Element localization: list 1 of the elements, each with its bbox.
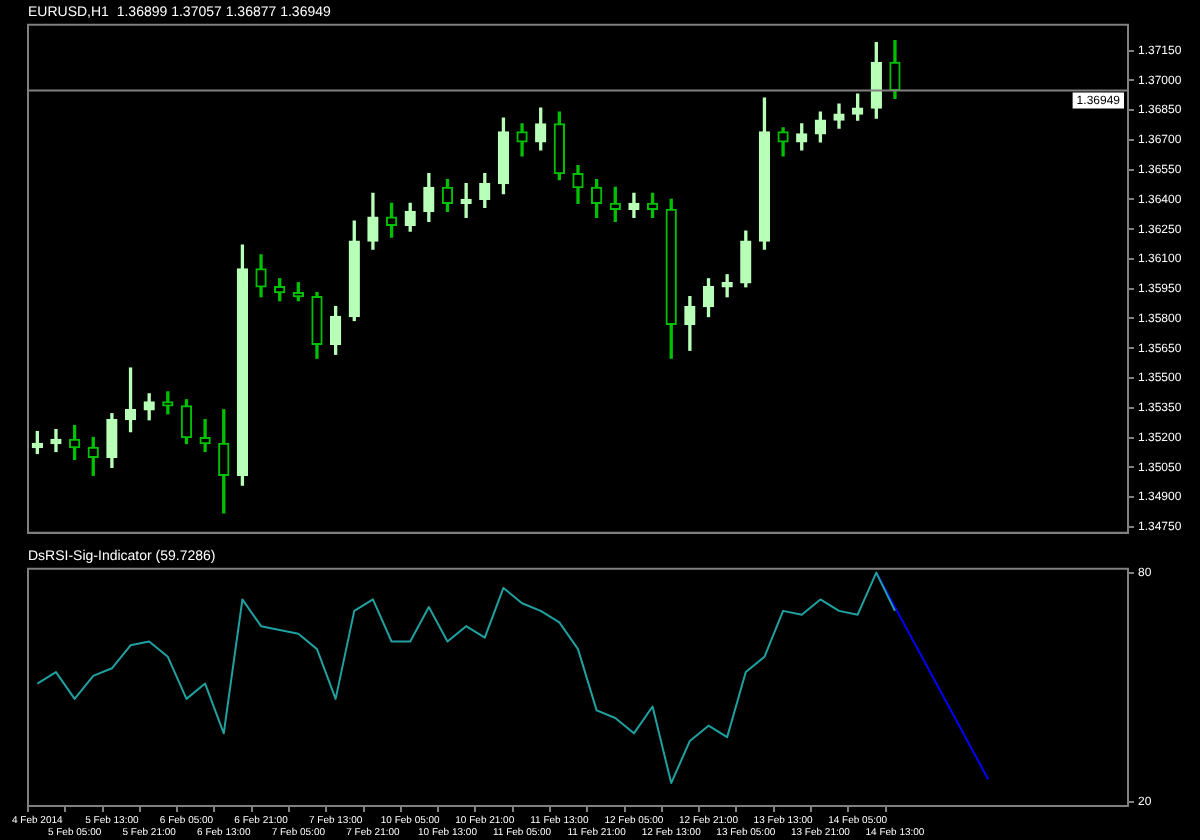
candlestick xyxy=(199,419,211,453)
